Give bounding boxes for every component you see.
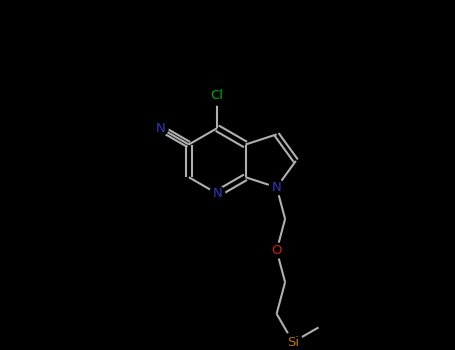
Circle shape [153, 121, 168, 136]
Text: O: O [271, 244, 282, 257]
Text: Si: Si [287, 336, 299, 349]
Text: N: N [272, 181, 282, 194]
Circle shape [283, 332, 303, 350]
Circle shape [269, 243, 284, 258]
Text: N: N [212, 187, 222, 200]
Text: Cl: Cl [211, 89, 224, 102]
Circle shape [207, 86, 227, 105]
Text: N: N [156, 122, 165, 135]
Circle shape [210, 186, 225, 201]
Circle shape [269, 180, 284, 195]
